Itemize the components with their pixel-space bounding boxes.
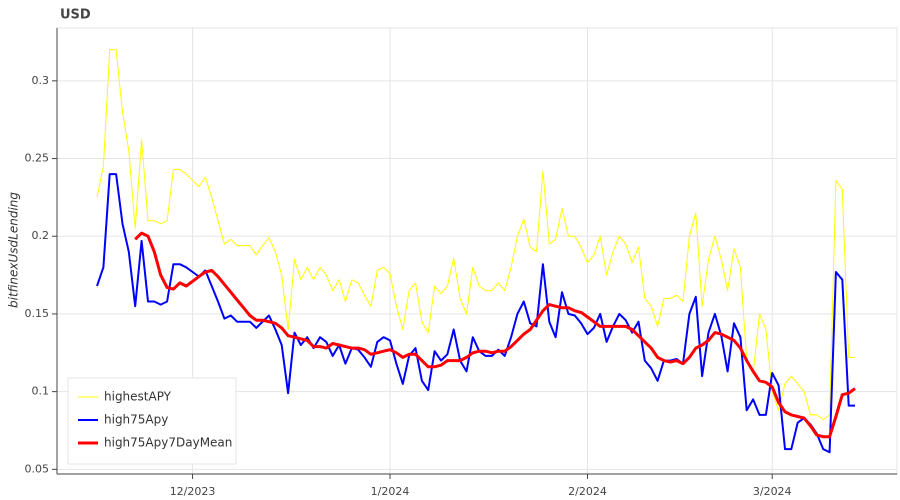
- series-line: [96, 173, 855, 454]
- y-tick-label: 0.15: [25, 307, 50, 320]
- y-tick-label: 0.1: [32, 385, 50, 398]
- series-line: [134, 231, 856, 439]
- x-tick-label: 2/2024: [568, 485, 607, 498]
- y-tick-label: 0.05: [25, 462, 50, 475]
- y-tick-label: 0.2: [32, 229, 50, 242]
- y-axis-label: bitfinexUsdLending: [7, 192, 21, 308]
- legend-label: high75Apy7DayMean: [104, 436, 232, 450]
- legend-label: high75Apy: [104, 413, 168, 427]
- x-tick-label: 3/2024: [753, 485, 792, 498]
- legend-label: highestAPY: [104, 390, 172, 404]
- y-tick-label: 0.25: [25, 152, 50, 165]
- chart-title: USD: [60, 8, 91, 23]
- series-line: [96, 49, 855, 421]
- x-tick-label: 12/2023: [170, 485, 216, 498]
- x-tick-label: 1/2024: [371, 485, 410, 498]
- y-tick-label: 0.3: [32, 74, 50, 87]
